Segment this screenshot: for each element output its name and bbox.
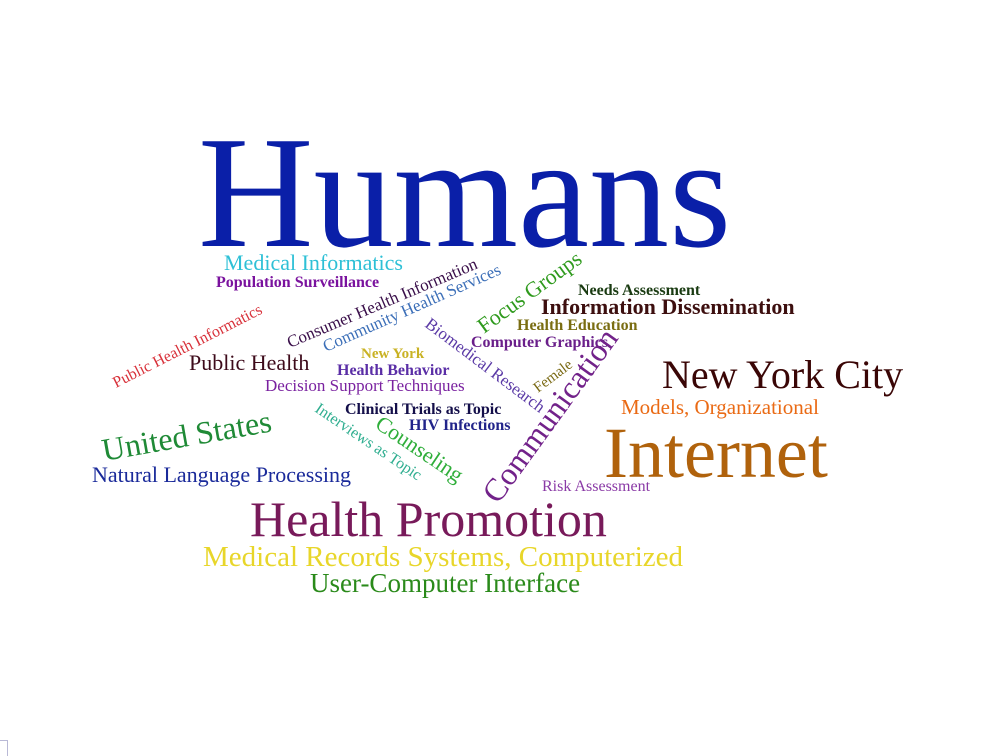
corner-mark bbox=[0, 740, 8, 756]
word-decision-support-techniques: Decision Support Techniques bbox=[265, 376, 465, 395]
word-hiv-infections: HIV Infections bbox=[409, 417, 511, 434]
word-risk-assessment: Risk Assessment bbox=[542, 478, 651, 495]
word-models-organizational: Models, Organizational bbox=[621, 395, 819, 419]
word-public-health: Public Health bbox=[189, 350, 309, 375]
word-user-computer-interface: User-Computer Interface bbox=[310, 568, 580, 598]
word-humans: Humans bbox=[198, 103, 731, 281]
word-health-promotion: Health Promotion bbox=[250, 491, 607, 547]
word-health-education: Health Education bbox=[517, 317, 638, 334]
word-computer-graphics: Computer Graphics bbox=[471, 334, 608, 351]
word-health-behavior: Health Behavior bbox=[337, 362, 449, 379]
word-public-health-informatics: Public Health Informatics bbox=[110, 301, 265, 391]
word-united-states: United States bbox=[99, 403, 274, 468]
word-needs-assessment: Needs Assessment bbox=[578, 282, 701, 299]
word-medical-records-systems: Medical Records Systems, Computerized bbox=[203, 541, 684, 573]
word-clinical-trials-as-topic: Clinical Trials as Topic bbox=[345, 401, 501, 418]
word-population-surveillance: Population Surveillance bbox=[216, 274, 379, 291]
word-new-york-city: New York City bbox=[662, 352, 903, 397]
word-natural-language-processing: Natural Language Processing bbox=[92, 462, 351, 487]
word-information-dissemination: Information Dissemination bbox=[541, 294, 795, 319]
word-new-york: New York bbox=[361, 346, 425, 362]
word-internet: Internet bbox=[604, 413, 828, 493]
word-medical-informatics: Medical Informatics bbox=[224, 250, 403, 275]
